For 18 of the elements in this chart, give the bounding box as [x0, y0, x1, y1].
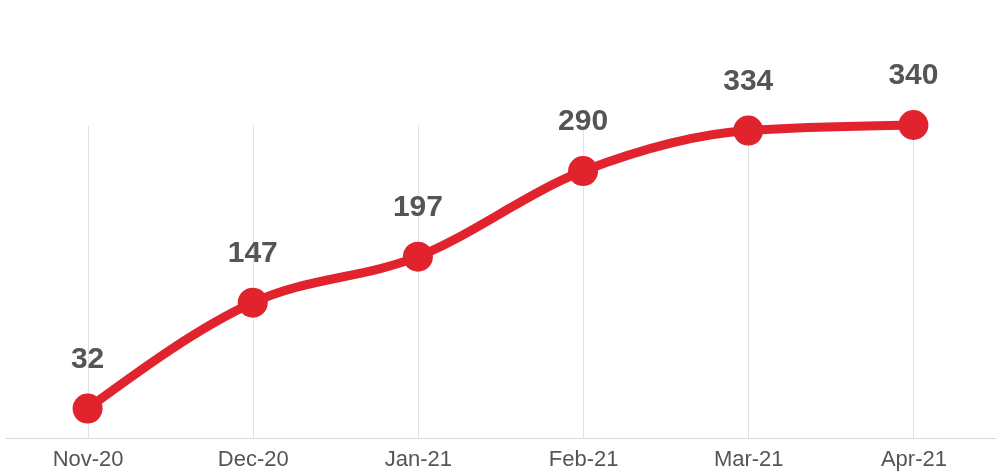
x-tick-label: Nov-20 [52, 445, 124, 471]
x-tick-label: Mar-21 [713, 445, 784, 471]
point [898, 110, 929, 140]
point [237, 287, 268, 318]
point [72, 393, 103, 424]
data-label: 197 [392, 188, 443, 222]
data-label: 32 [70, 340, 105, 374]
data-label: 334 [723, 62, 774, 96]
x-tick-label: Dec-20 [217, 445, 289, 471]
x-tick-label: Jan-21 [384, 445, 453, 471]
point [568, 156, 599, 186]
point [402, 241, 433, 272]
data-label: 340 [888, 57, 939, 90]
data-label: 290 [558, 103, 609, 137]
point [733, 115, 764, 146]
x-tick-label: Feb-21 [548, 445, 619, 471]
x-tick-label: Apr-21 [880, 445, 947, 471]
data-label: 147 [227, 234, 278, 268]
